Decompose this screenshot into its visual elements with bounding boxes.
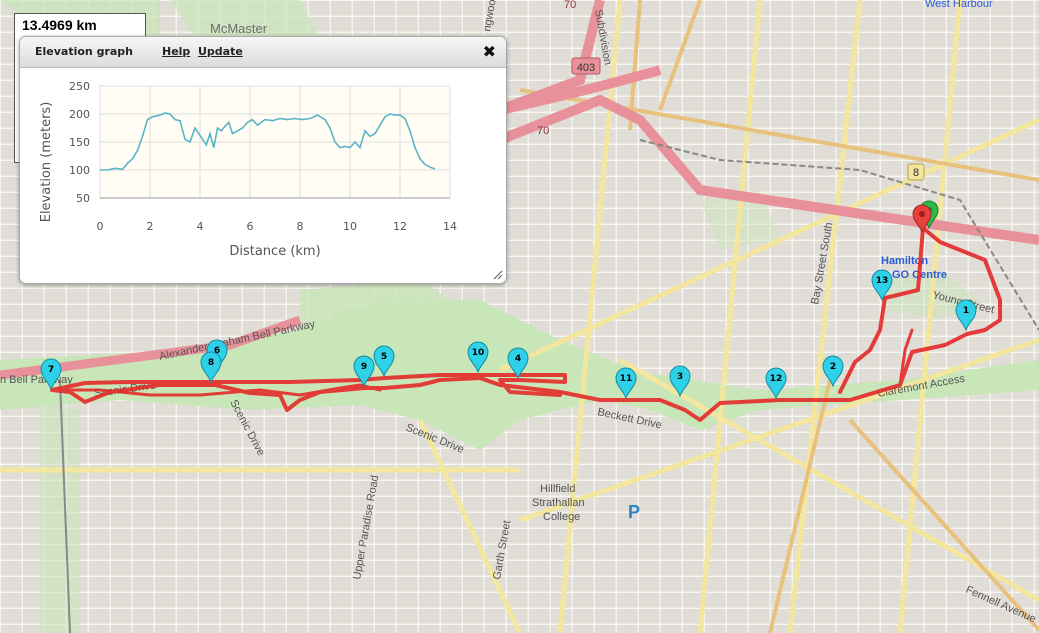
svg-text:3: 3 xyxy=(677,372,683,382)
x-tick-label: 2 xyxy=(147,220,154,233)
x-tick-label: 8 xyxy=(297,220,304,233)
waypoint-marker-7[interactable]: 7 xyxy=(40,358,62,391)
elevation-graph-panel: Elevation graph Help Update ✖ 50 100 150 20… xyxy=(19,36,507,284)
svg-text:6: 6 xyxy=(214,346,220,356)
label-hamilton-go: Hamilton xyxy=(881,255,928,267)
svg-text:9: 9 xyxy=(361,362,367,372)
panel-title: Elevation graph xyxy=(35,45,134,58)
svg-text:7: 7 xyxy=(48,365,54,375)
highway-shield-8: 8 xyxy=(907,163,925,181)
waypoint-marker-5[interactable]: 5 xyxy=(373,345,395,378)
waypoint-marker-11[interactable]: 11 xyxy=(615,367,637,400)
x-tick-label: 14 xyxy=(443,220,457,233)
panel-header[interactable]: Elevation graph Help Update ✖ xyxy=(20,37,506,68)
label-west-harbour: West Harbour xyxy=(925,0,993,10)
resize-handle-icon[interactable] xyxy=(491,268,503,280)
waypoint-marker-3[interactable]: 3 xyxy=(669,365,691,398)
svg-text:13: 13 xyxy=(876,276,889,286)
label-hwy-70b: 70 xyxy=(564,0,576,11)
highway-403 xyxy=(498,0,1039,245)
waypoint-markers: 1 2 3 4 5 6 8 7 xyxy=(40,200,977,400)
parking-icon: P xyxy=(628,502,640,522)
waypoint-marker-4[interactable]: 4 xyxy=(507,347,529,380)
svg-text:8: 8 xyxy=(208,358,214,368)
svg-text:403: 403 xyxy=(577,62,595,74)
x-tick-label: 10 xyxy=(343,220,357,233)
update-link[interactable]: Update xyxy=(198,45,243,58)
help-link[interactable]: Help xyxy=(162,45,191,58)
svg-text:5: 5 xyxy=(381,352,387,362)
y-tick-label: 250 xyxy=(69,80,90,93)
label-mcmaster: McMaster xyxy=(210,21,268,36)
label-bell-parkway: n Bell Parkway xyxy=(0,374,73,386)
svg-text:4: 4 xyxy=(515,354,521,364)
highway-shield-403: 403 xyxy=(571,57,601,75)
x-tick-label: 12 xyxy=(393,220,407,233)
waypoint-marker-9[interactable]: 9 xyxy=(353,355,375,388)
elevation-line xyxy=(100,112,436,171)
y-axis-label: Elevation (meters) xyxy=(39,102,54,223)
label-hwy-70a: 70 xyxy=(537,125,549,137)
waypoint-marker-2[interactable]: 2 xyxy=(822,355,844,388)
x-tick-label: 0 xyxy=(97,220,104,233)
waypoint-marker-10[interactable]: 10 xyxy=(467,341,489,374)
svg-text:10: 10 xyxy=(472,348,485,358)
major-roads xyxy=(519,0,1039,633)
svg-text:1: 1 xyxy=(963,306,969,316)
svg-text:P: P xyxy=(628,502,640,522)
distance-value: 13.4969 km xyxy=(22,17,97,33)
waypoint-marker-1[interactable]: 1 xyxy=(955,299,977,332)
route-path xyxy=(50,226,1002,422)
x-tick-label: 4 xyxy=(197,220,204,233)
waypoint-marker-8[interactable]: 8 xyxy=(200,351,222,384)
x-axis-label: Distance (km) xyxy=(229,244,320,259)
y-tick-label: 100 xyxy=(69,164,90,177)
y-tick-label: 50 xyxy=(76,192,90,205)
svg-text:12: 12 xyxy=(770,374,783,384)
elevation-chart: 50 100 150 200 250 0 2 4 6 8 10 12 14 Distance (km) El… xyxy=(39,80,457,259)
end-marker[interactable] xyxy=(912,204,932,234)
svg-text:11: 11 xyxy=(620,374,633,384)
svg-text:2: 2 xyxy=(830,362,836,372)
y-tick-label: 200 xyxy=(69,108,90,121)
svg-text:8: 8 xyxy=(913,167,919,179)
x-tick-label: 6 xyxy=(247,220,254,233)
close-icon[interactable]: ✖ xyxy=(482,42,496,61)
label-hillfield-2: Strathallan xyxy=(532,497,585,509)
waypoint-marker-13[interactable]: 13 xyxy=(871,269,893,302)
waypoint-marker-12[interactable]: 12 xyxy=(765,367,787,400)
label-hillfield-1: Hillfield xyxy=(540,483,575,495)
y-tick-label: 150 xyxy=(69,136,90,149)
label-hillfield-3: College xyxy=(543,511,580,523)
rail-line xyxy=(639,139,1039,331)
bell-parkway-road xyxy=(0,315,302,380)
